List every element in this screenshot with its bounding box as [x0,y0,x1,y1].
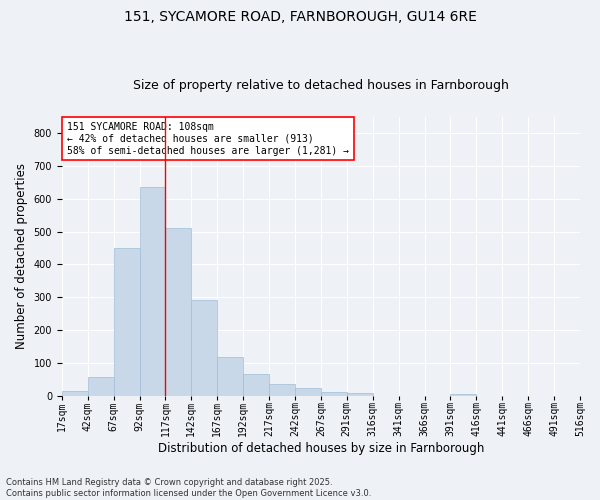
Bar [295,388,321,396]
Bar [140,188,166,396]
Y-axis label: Number of detached properties: Number of detached properties [15,163,28,349]
Bar [62,392,88,396]
Bar [269,384,295,396]
Text: Contains HM Land Registry data © Crown copyright and database right 2025.
Contai: Contains HM Land Registry data © Crown c… [6,478,371,498]
Text: 151 SYCAMORE ROAD: 108sqm
← 42% of detached houses are smaller (913)
58% of semi: 151 SYCAMORE ROAD: 108sqm ← 42% of detac… [67,122,349,156]
Bar [217,357,243,396]
Bar [243,374,269,396]
Title: Size of property relative to detached houses in Farnborough: Size of property relative to detached ho… [133,79,509,92]
Bar [88,376,113,396]
Bar [191,300,217,396]
Bar [451,394,476,396]
Bar [347,394,373,396]
Bar [321,392,347,396]
X-axis label: Distribution of detached houses by size in Farnborough: Distribution of detached houses by size … [158,442,484,455]
Text: 151, SYCAMORE ROAD, FARNBOROUGH, GU14 6RE: 151, SYCAMORE ROAD, FARNBOROUGH, GU14 6R… [124,10,476,24]
Bar [166,228,191,396]
Bar [113,248,140,396]
